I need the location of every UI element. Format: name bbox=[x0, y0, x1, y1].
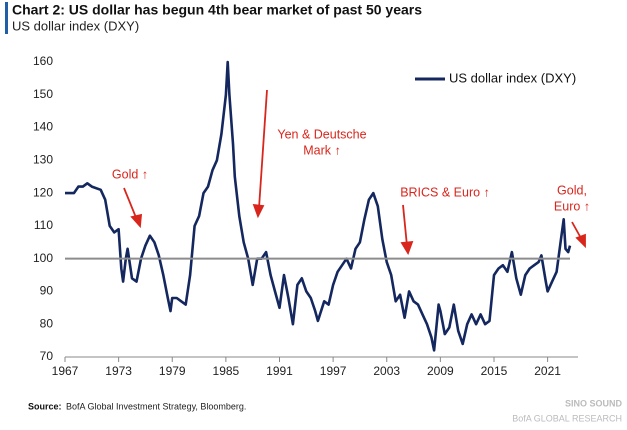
x-tick-label: 1973 bbox=[105, 364, 132, 378]
watermark: BofA GLOBAL RESEARCH bbox=[512, 413, 622, 423]
y-tick-label: 150 bbox=[33, 87, 53, 101]
x-tick-label: 2015 bbox=[481, 364, 508, 378]
annotation: Gold ↑ bbox=[112, 167, 148, 181]
source: BofA Global Investment Strategy, Bloombe… bbox=[66, 401, 246, 411]
annotation: BRICS & Euro ↑ bbox=[400, 185, 490, 199]
y-tick-label: 110 bbox=[34, 218, 53, 232]
y-tick-label: 80 bbox=[40, 316, 54, 330]
annotation: Gold, bbox=[557, 183, 587, 197]
title-accent bbox=[5, 2, 8, 34]
chart-subtitle: US dollar index (DXY) bbox=[12, 18, 139, 33]
annotation: Yen & Deutsche bbox=[277, 127, 366, 141]
y-tick-label: 90 bbox=[40, 284, 54, 298]
legend-label: US dollar index (DXY) bbox=[449, 70, 576, 85]
x-tick-label: 1979 bbox=[159, 364, 186, 378]
x-tick-label: 2003 bbox=[373, 364, 400, 378]
x-tick-label: 2021 bbox=[534, 364, 561, 378]
annotation: Euro ↑ bbox=[554, 199, 590, 213]
watermark: SINO SOUND bbox=[565, 398, 623, 408]
line-series bbox=[65, 60, 572, 352]
y-tick-label: 100 bbox=[33, 251, 53, 265]
chart-title: Chart 2: US dollar has begun 4th bear ma… bbox=[12, 2, 422, 18]
annotation-arrows bbox=[123, 89, 586, 256]
y-tick-label: 160 bbox=[33, 54, 53, 68]
annotation: Mark ↑ bbox=[303, 143, 341, 157]
x-tick-label: 1985 bbox=[213, 364, 240, 378]
source-label: Source: bbox=[28, 401, 62, 411]
y-tick-label: 70 bbox=[40, 349, 54, 363]
y-tick-label: 120 bbox=[33, 185, 53, 199]
x-tick-label: 2009 bbox=[427, 364, 454, 378]
x-tick-label: 1991 bbox=[266, 364, 293, 378]
y-tick-label: 130 bbox=[33, 153, 53, 167]
x-tick-label: 1997 bbox=[320, 364, 347, 378]
y-tick-label: 140 bbox=[33, 120, 53, 134]
x-tick-label: 1967 bbox=[52, 364, 79, 378]
